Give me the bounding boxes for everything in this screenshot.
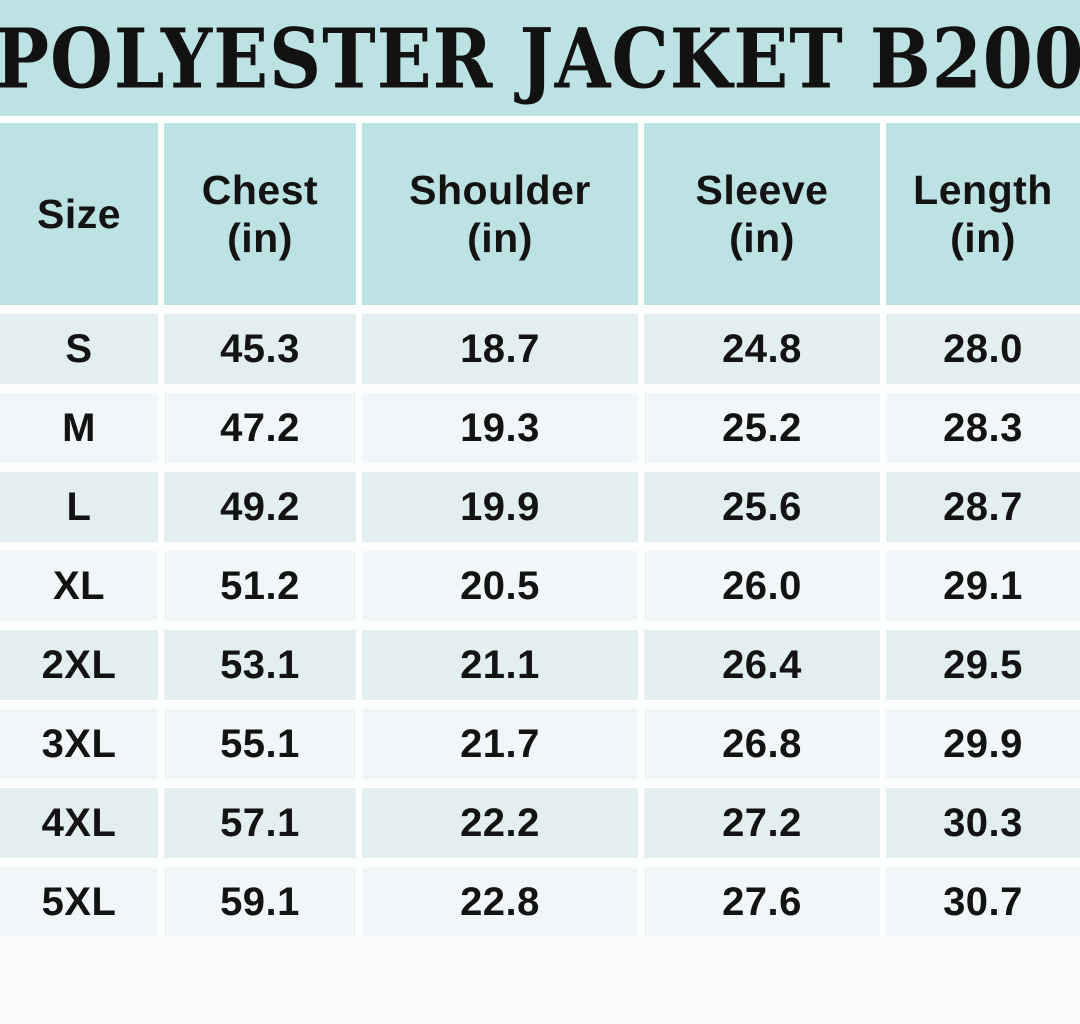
table-header-row: Size Chest (in) Shoulder (in) Sleeve (in) Lengt… [0,123,1080,305]
measurement-value-chest: 55.1 [164,709,356,779]
measurement-value-shoulder: 22.2 [362,788,638,858]
measurement-value-shoulder: 21.1 [362,630,638,700]
measurement-value-sleeve: 26.4 [644,630,880,700]
measurement-value-length: 28.7 [886,472,1080,542]
column-header-unit: (in) [227,215,293,261]
size-label: 3XL [0,709,158,779]
size-label: 4XL [0,788,158,858]
measurement-value-sleeve: 27.6 [644,867,880,937]
measurement-value-sleeve: 26.8 [644,709,880,779]
measurement-value-length: 28.3 [886,393,1080,463]
size-label: S [0,314,158,384]
measurement-value-shoulder: 19.9 [362,472,638,542]
column-header-label: Size [36,190,122,237]
size-row-5xl: 5XL 59.1 22.8 27.6 30.7 [0,867,1080,937]
measurement-value-chest: 45.3 [164,314,356,384]
measurement-value-chest: 57.1 [164,788,356,858]
measurement-value-shoulder: 20.5 [362,551,638,621]
bottom-filler [0,937,1080,1024]
measurement-value-length: 29.1 [886,551,1080,621]
measurement-value-length: 29.5 [886,630,1080,700]
size-label: 5XL [0,867,158,937]
column-header-shoulder: Shoulder (in) [362,123,638,305]
size-row-2xl: 2XL 53.1 21.1 26.4 29.5 [0,630,1080,700]
size-label: M [0,393,158,463]
size-label: XL [0,551,158,621]
page-title: POLYESTER JACKET B200 [0,9,1080,107]
size-row-l: L 49.2 19.9 25.6 28.7 [0,472,1080,542]
measurement-value-chest: 53.1 [164,630,356,700]
measurement-value-length: 30.7 [886,867,1080,937]
size-table: Size Chest (in) Shoulder (in) Sleeve (in) Lengt… [0,116,1080,937]
column-header-label: Chest [201,166,319,213]
column-header-sleeve: Sleeve (in) [644,123,880,305]
column-header-unit: (in) [729,215,795,261]
title-bar: POLYESTER JACKET B200 [0,0,1080,116]
measurement-value-chest: 47.2 [164,393,356,463]
measurement-value-sleeve: 26.0 [644,551,880,621]
measurement-value-sleeve: 25.6 [644,472,880,542]
column-header-size: Size [0,123,158,305]
column-header-label: Length [913,166,1053,213]
column-header-chest: Chest (in) [164,123,356,305]
measurement-value-chest: 59.1 [164,867,356,937]
column-header-unit: (in) [467,215,533,261]
size-label: L [0,472,158,542]
measurement-value-length: 30.3 [886,788,1080,858]
size-row-4xl: 4XL 57.1 22.2 27.2 30.3 [0,788,1080,858]
measurement-value-chest: 51.2 [164,551,356,621]
measurement-value-length: 29.9 [886,709,1080,779]
measurement-value-shoulder: 18.7 [362,314,638,384]
column-header-length: Length (in) [886,123,1080,305]
size-row-m: M 47.2 19.3 25.2 28.3 [0,393,1080,463]
measurement-value-shoulder: 21.7 [362,709,638,779]
measurement-value-shoulder: 19.3 [362,393,638,463]
column-header-label: Sleeve [695,166,829,213]
column-header-label: Shoulder [409,166,591,213]
measurement-value-sleeve: 25.2 [644,393,880,463]
column-header-unit: (in) [950,215,1016,261]
size-row-xl: XL 51.2 20.5 26.0 29.1 [0,551,1080,621]
size-row-3xl: 3XL 55.1 21.7 26.8 29.9 [0,709,1080,779]
size-row-s: S 45.3 18.7 24.8 28.0 [0,314,1080,384]
measurement-value-sleeve: 24.8 [644,314,880,384]
measurement-value-chest: 49.2 [164,472,356,542]
size-label: 2XL [0,630,158,700]
measurement-value-sleeve: 27.2 [644,788,880,858]
measurement-value-length: 28.0 [886,314,1080,384]
measurement-value-shoulder: 22.8 [362,867,638,937]
